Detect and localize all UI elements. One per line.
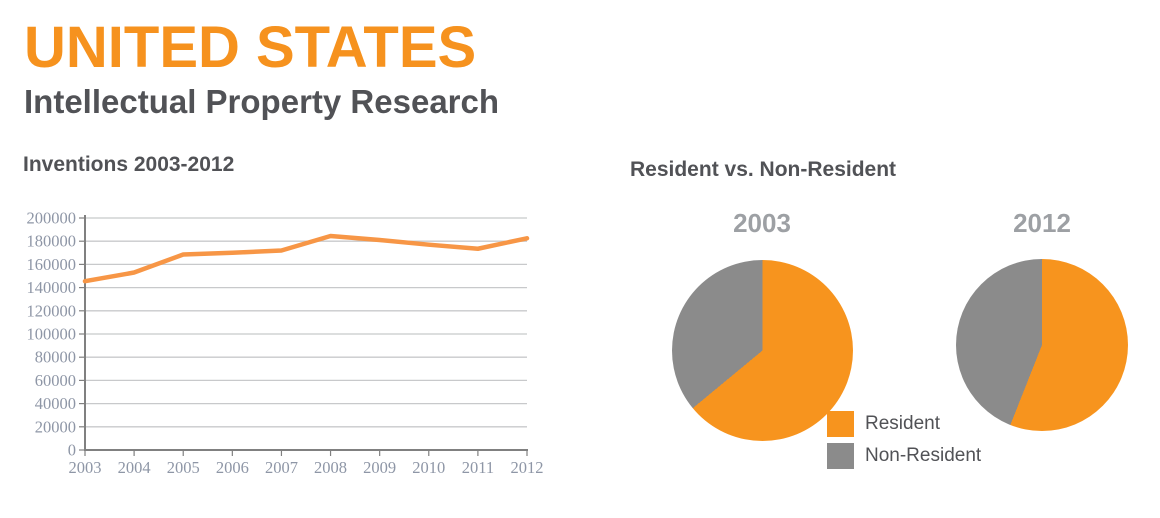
svg-text:40000: 40000 — [35, 394, 76, 413]
svg-text:2008: 2008 — [314, 458, 347, 477]
page-title: UNITED STATES — [24, 15, 477, 80]
pie-2003-year-label: 2003 — [733, 208, 791, 238]
non-resident-color-swatch — [827, 443, 854, 469]
legend-row-resident: Resident — [827, 411, 981, 437]
svg-text:2004: 2004 — [118, 458, 151, 477]
svg-text:80000: 80000 — [35, 348, 76, 367]
legend-row-non-resident: Non-Resident — [827, 443, 981, 469]
svg-text:140000: 140000 — [27, 278, 77, 297]
svg-text:2005: 2005 — [167, 458, 200, 477]
resident-color-swatch — [827, 411, 854, 437]
svg-text:2006: 2006 — [216, 458, 249, 477]
svg-text:2011: 2011 — [462, 458, 494, 477]
pie-2012-year-label: 2012 — [1013, 208, 1071, 238]
svg-text:120000: 120000 — [27, 301, 77, 320]
svg-text:180000: 180000 — [27, 232, 77, 251]
svg-text:100000: 100000 — [27, 325, 77, 344]
svg-text:0: 0 — [68, 441, 76, 460]
svg-text:2012: 2012 — [511, 458, 544, 477]
line-chart-title: Inventions 2003-2012 — [23, 153, 235, 176]
pie-chart-2003 — [672, 260, 853, 441]
svg-text:200000: 200000 — [27, 209, 77, 228]
page-subtitle: Intellectual Property Research — [24, 83, 500, 120]
pie-section-title: Resident vs. Non-Resident — [630, 158, 897, 181]
pie-legend: Resident Non-Resident — [827, 411, 981, 475]
svg-text:160000: 160000 — [27, 255, 77, 274]
svg-text:2010: 2010 — [412, 458, 445, 477]
inventions-line-chart: 0 20000 40000 60000 80000 100000 120000 140000 1… — [27, 209, 544, 478]
svg-text:2007: 2007 — [265, 458, 298, 477]
svg-text:60000: 60000 — [35, 371, 76, 390]
resident-legend-label: Resident — [865, 413, 940, 434]
pie-chart-2012 — [956, 259, 1128, 431]
non-resident-legend-label: Non-Resident — [865, 445, 982, 466]
svg-text:20000: 20000 — [35, 417, 76, 436]
svg-text:2009: 2009 — [363, 458, 396, 477]
svg-text:2003: 2003 — [69, 458, 102, 477]
